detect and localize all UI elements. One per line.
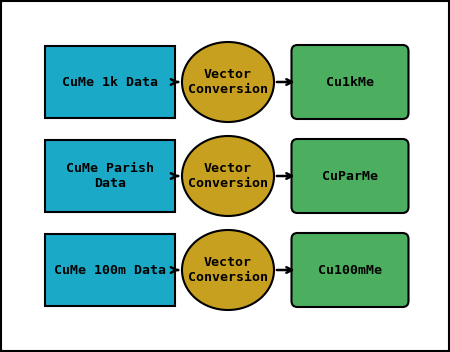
FancyBboxPatch shape [292,45,409,119]
Ellipse shape [182,42,274,122]
Text: Cu100mMe: Cu100mMe [318,264,382,277]
FancyBboxPatch shape [292,233,409,307]
Text: CuMe 1k Data: CuMe 1k Data [62,75,158,88]
FancyBboxPatch shape [45,140,175,212]
Ellipse shape [182,136,274,216]
Text: CuParMe: CuParMe [322,170,378,182]
FancyBboxPatch shape [292,139,409,213]
Text: CuMe Parish
Data: CuMe Parish Data [66,162,154,190]
Text: Vector
Conversion: Vector Conversion [188,162,268,190]
FancyBboxPatch shape [45,46,175,118]
FancyBboxPatch shape [45,234,175,306]
Text: Vector
Conversion: Vector Conversion [188,256,268,284]
Text: CuMe 100m Data: CuMe 100m Data [54,264,166,277]
Ellipse shape [182,230,274,310]
Text: Vector
Conversion: Vector Conversion [188,68,268,96]
Text: Cu1kMe: Cu1kMe [326,75,374,88]
